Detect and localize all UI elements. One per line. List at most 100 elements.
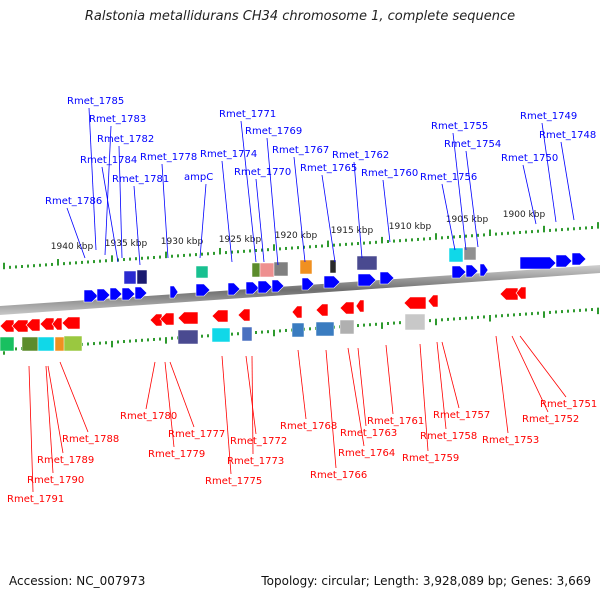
feature-block [195,265,209,279]
chromosome-backbone [0,265,600,315]
gene-arrow [379,271,395,285]
accession-label: Accession: NC_007973 [9,574,146,588]
gene-leader [47,365,64,454]
gene-leader [164,361,175,448]
gene-arrow [121,287,136,301]
gene-label: Rmet_1784 [80,155,137,166]
feature-block [448,247,464,263]
gene-arrow [499,287,519,301]
gene-arrow [96,288,111,302]
gene-leader [145,361,156,410]
gene-label: Rmet_1783 [89,114,146,125]
feature-block [54,336,66,352]
gene-label: Rmet_1770 [234,167,291,178]
gene-arrow [323,275,341,289]
gene-label: Rmet_1759 [402,453,459,464]
gene-arrow [291,305,303,319]
scale-label: 1930 kbp [161,237,204,247]
gene-arrow [339,301,355,315]
gene-leader [66,207,86,259]
gene-arrow [403,296,427,310]
feature-block [0,336,15,352]
gene-label: Rmet_1758 [420,431,477,442]
gene-leader [382,179,391,243]
gene-arrow [451,265,467,279]
scale-ticks-top [3,222,599,270]
gene-leader [452,132,467,251]
gene-label: Rmet_1751 [540,399,597,410]
map-title: Ralstonia metallidurans CH34 chromosome … [84,9,516,24]
feature-blocks [0,246,477,352]
gene-label: Rmet_1757 [433,410,490,421]
gene-arrow [519,256,557,270]
gene-arrow [357,273,377,287]
gene-leader [357,347,367,427]
gene-label: Rmet_1749 [520,111,577,122]
gene-label: Rmet_1785 [67,96,124,107]
gene-arrow [109,287,123,301]
gene-label: Rmet_1768 [280,421,337,432]
gene-arrow [555,254,573,268]
gene-arrow [159,312,175,326]
feature-block [241,326,253,342]
gene-label: Rmet_1752 [522,414,579,425]
gene-label: Rmet_1789 [37,455,94,466]
gene-arrow [515,286,527,300]
feature-block [211,327,231,343]
gene-arrow [427,294,439,308]
gene-label: Rmet_1748 [539,130,596,141]
gene-arrow [257,280,273,294]
gene-arrow [479,263,489,277]
gene-label: Rmet_1786 [45,196,102,207]
feature-block [315,321,335,337]
gene-leader [385,344,394,415]
feature-block [329,259,337,274]
gene-label: Rmet_1754 [444,139,501,150]
gene-arrow [0,319,15,333]
gene-label: Rmet_1756 [420,172,477,183]
gene-label: Rmet_1766 [310,470,367,481]
feature-block [339,319,355,335]
feature-block [37,336,55,352]
scale-labels: 1940 kbp 1935 kbp 1930 kbp 1925 kbp 1920 kbp… [51,210,546,252]
gene-arrow [227,282,241,296]
gene-leader [511,335,549,413]
gene-label: Rmet_1753 [482,435,539,446]
gene-leader [519,335,567,398]
gene-leader [325,349,337,469]
gene-label: Rmet_1760 [361,168,418,179]
gene-leader [199,183,207,259]
gene-label: Rmet_1775 [205,476,262,487]
gene-label: Rmet_1771 [219,109,276,120]
gene-label: Rmet_1773 [227,456,284,467]
scale-label: 1925 kbp [219,235,262,245]
reverse-gene-labels: Rmet_1780 Rmet_1777 Rmet_1779 Rmet_1788 Rmet… [7,335,597,505]
gene-leader [347,347,365,447]
gene-arrow [149,313,163,327]
feature-block [251,262,261,278]
gene-leader [441,341,460,409]
gene-label: Rmet_1769 [245,126,302,137]
gene-leader [28,365,34,493]
feature-block [356,255,378,271]
gene-label: Rmet_1779 [148,449,205,460]
gene-leader [353,161,363,259]
gene-arrow [355,299,365,313]
gene-label: Rmet_1788 [62,434,119,445]
gene-arrow [11,319,29,333]
feature-block [123,270,137,285]
gene-leader [245,355,257,435]
gene-label: Rmet_1780 [120,411,177,422]
gene-leader [266,137,279,266]
feature-block [299,259,313,275]
gene-arrow [51,317,63,331]
gene-label: Rmet_1765 [300,163,357,174]
gene-label: Rmet_1777 [168,429,225,440]
scale-label: 1935 kbp [105,239,148,249]
gene-leader [321,174,336,263]
gene-label: ampC [184,172,213,183]
gene-leader [101,166,119,263]
gene-leader [297,349,307,420]
